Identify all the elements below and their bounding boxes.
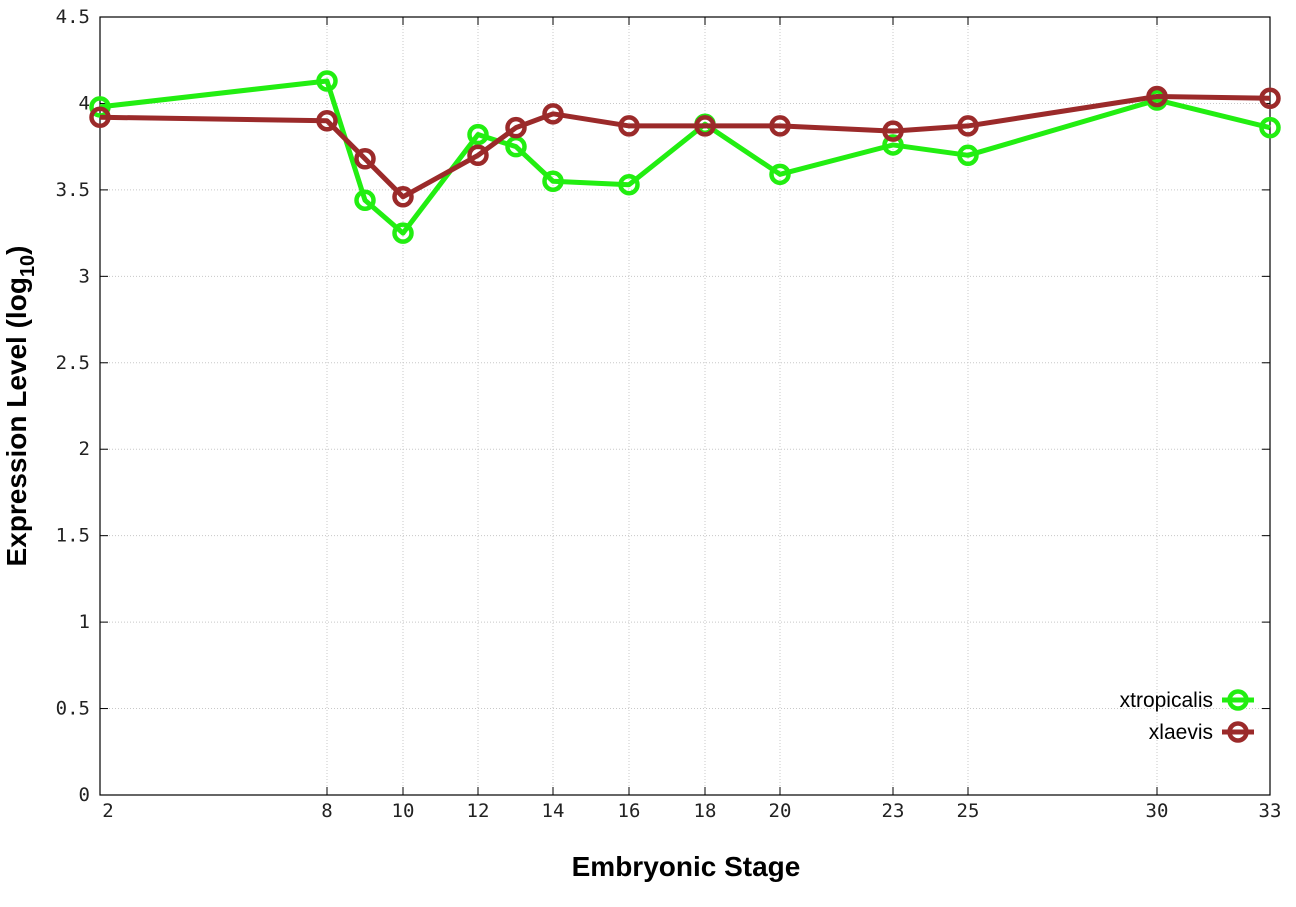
x-tick-label: 8 [321,800,332,822]
y-tick-label: 2.5 [56,352,90,374]
y-tick-label: 3 [79,265,90,287]
x-tick-label: 23 [882,800,905,822]
x-tick-label: 16 [618,800,641,822]
data-point [1146,85,1168,108]
grid [100,17,1270,795]
y-axis-title-close: ) [1,246,32,255]
data-point [392,222,414,244]
axis-ticks: 0 0.5 1 1.5 2 2.5 3 3.5 4 4.5 2 8 10 12 14 16 18 20 23 25 30… [56,6,1282,822]
data-point [354,189,376,212]
y-tick-label: 0.5 [56,698,90,720]
data-point [316,109,338,132]
y-tick-label: 1 [79,611,90,633]
data-point [89,106,111,129]
x-tick-label: 20 [769,800,792,822]
y-tick-label: 0 [79,784,90,806]
series-xlaevis [89,85,1281,208]
data-point [957,144,979,167]
data-point [1259,87,1281,110]
legend-swatch-marker [1227,689,1249,711]
y-tick-label: 2 [79,438,90,460]
data-point [542,103,564,125]
y-tick-label: 4.5 [56,6,90,28]
data-point [769,163,791,186]
y-axis-title-main: Expression Level (log [1,277,32,566]
y-tick-label: 1.5 [56,525,90,547]
legend-label: xlaevis [1149,721,1213,744]
series-xtropicalis [89,70,1281,244]
data-point [505,116,527,139]
data-point [354,148,376,170]
data-point [316,70,338,92]
x-tick-label: 30 [1146,800,1169,822]
x-axis-title: Embryonic Stage [572,851,801,882]
data-point [1259,116,1281,139]
x-tick-label: 12 [467,800,490,822]
x-tick-label: 18 [694,800,717,822]
x-tick-label: 33 [1259,800,1282,822]
data-point [694,115,716,137]
legend-label: xtropicalis [1120,689,1213,712]
data-point [618,115,640,137]
data-point [882,120,904,142]
series-line [99,94,1271,200]
y-axis-title-subscript: 10 [17,255,39,277]
x-tick-label: 2 [102,800,113,822]
y-tick-label: 3.5 [56,179,90,201]
data-point [769,115,791,137]
data-point [542,170,564,192]
plot-frame [99,16,1271,796]
data-point [957,115,979,137]
data-point [89,96,111,118]
x-tick-label: 25 [957,800,980,822]
x-tick-label: 10 [392,800,415,822]
data-point [467,123,489,146]
x-tick-label: 14 [542,800,565,822]
legend: xtropicalis xlaevis [1120,689,1254,744]
data-point [392,186,414,208]
y-tick-label: 4 [79,92,90,114]
data-point [618,173,640,196]
data-point [882,134,904,156]
series-layer [89,70,1281,244]
y-axis-title: Expression Level (log10) [1,246,39,567]
legend-swatch-marker [1227,721,1249,743]
data-point [467,144,489,167]
